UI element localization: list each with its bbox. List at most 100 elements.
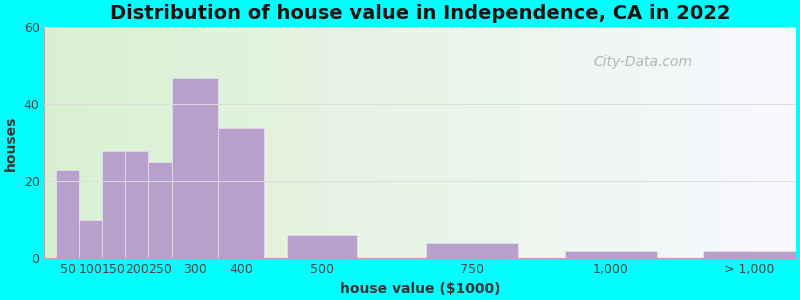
- Bar: [424, 28, 428, 258]
- Bar: [597, 28, 601, 258]
- Bar: [82, 28, 86, 258]
- Bar: [360, 28, 364, 258]
- Bar: [236, 28, 240, 258]
- Bar: [774, 28, 777, 258]
- Bar: [777, 28, 781, 258]
- Bar: [342, 28, 345, 258]
- Bar: [150, 28, 154, 258]
- Bar: [255, 28, 258, 258]
- Bar: [725, 28, 728, 258]
- Bar: [450, 28, 454, 258]
- Bar: [45, 28, 48, 258]
- Bar: [300, 28, 304, 258]
- Bar: [154, 28, 157, 258]
- Bar: [634, 28, 638, 258]
- Bar: [218, 128, 264, 258]
- Bar: [495, 28, 499, 258]
- Bar: [157, 28, 161, 258]
- Bar: [127, 28, 131, 258]
- Bar: [702, 28, 706, 258]
- Bar: [338, 28, 342, 258]
- Bar: [270, 28, 274, 258]
- Bar: [131, 28, 134, 258]
- Bar: [172, 77, 218, 258]
- Title: Distribution of house value in Independence, CA in 2022: Distribution of house value in Independe…: [110, 4, 730, 23]
- Bar: [672, 28, 676, 258]
- Bar: [785, 28, 788, 258]
- Bar: [285, 28, 289, 258]
- Bar: [466, 28, 469, 258]
- Bar: [590, 28, 593, 258]
- Bar: [522, 28, 526, 258]
- Bar: [56, 170, 79, 258]
- Bar: [126, 151, 149, 258]
- Bar: [499, 28, 502, 258]
- Bar: [544, 28, 548, 258]
- Bar: [630, 28, 634, 258]
- Bar: [330, 28, 334, 258]
- Bar: [683, 28, 687, 258]
- Bar: [251, 28, 255, 258]
- Bar: [420, 28, 424, 258]
- Bar: [462, 28, 466, 258]
- Bar: [514, 28, 518, 258]
- Bar: [728, 28, 732, 258]
- Bar: [766, 28, 770, 258]
- Bar: [770, 28, 774, 258]
- Text: City-Data.com: City-Data.com: [593, 55, 692, 69]
- Bar: [375, 28, 379, 258]
- Bar: [548, 28, 552, 258]
- Bar: [615, 28, 619, 258]
- Bar: [608, 28, 612, 258]
- Bar: [119, 28, 123, 258]
- Bar: [416, 28, 420, 258]
- Bar: [488, 28, 491, 258]
- Bar: [318, 28, 322, 258]
- Bar: [123, 28, 127, 258]
- Bar: [713, 28, 717, 258]
- Bar: [48, 28, 52, 258]
- Bar: [781, 28, 785, 258]
- Bar: [322, 28, 326, 258]
- Bar: [289, 28, 293, 258]
- Bar: [398, 28, 402, 258]
- Bar: [176, 28, 180, 258]
- Bar: [187, 28, 191, 258]
- Bar: [67, 28, 70, 258]
- Bar: [668, 28, 672, 258]
- Bar: [458, 28, 462, 258]
- Bar: [112, 28, 116, 258]
- Bar: [619, 28, 623, 258]
- Bar: [559, 28, 563, 258]
- Bar: [221, 28, 225, 258]
- Bar: [59, 28, 63, 258]
- Bar: [183, 28, 187, 258]
- Bar: [792, 28, 796, 258]
- Bar: [149, 162, 172, 258]
- Bar: [296, 28, 300, 258]
- Bar: [491, 28, 495, 258]
- Bar: [353, 28, 356, 258]
- Bar: [446, 28, 450, 258]
- Bar: [202, 28, 206, 258]
- Bar: [142, 28, 146, 258]
- Bar: [258, 28, 262, 258]
- Bar: [593, 28, 597, 258]
- Bar: [502, 28, 506, 258]
- Bar: [345, 28, 349, 258]
- Bar: [510, 28, 514, 258]
- Bar: [382, 28, 386, 258]
- Bar: [676, 28, 679, 258]
- Bar: [698, 28, 702, 258]
- Bar: [646, 28, 650, 258]
- Bar: [334, 28, 338, 258]
- Bar: [426, 243, 518, 258]
- Bar: [626, 28, 630, 258]
- Bar: [518, 28, 522, 258]
- Bar: [262, 28, 266, 258]
- Bar: [307, 28, 311, 258]
- Bar: [736, 28, 739, 258]
- Bar: [180, 28, 183, 258]
- Bar: [70, 28, 74, 258]
- Bar: [623, 28, 626, 258]
